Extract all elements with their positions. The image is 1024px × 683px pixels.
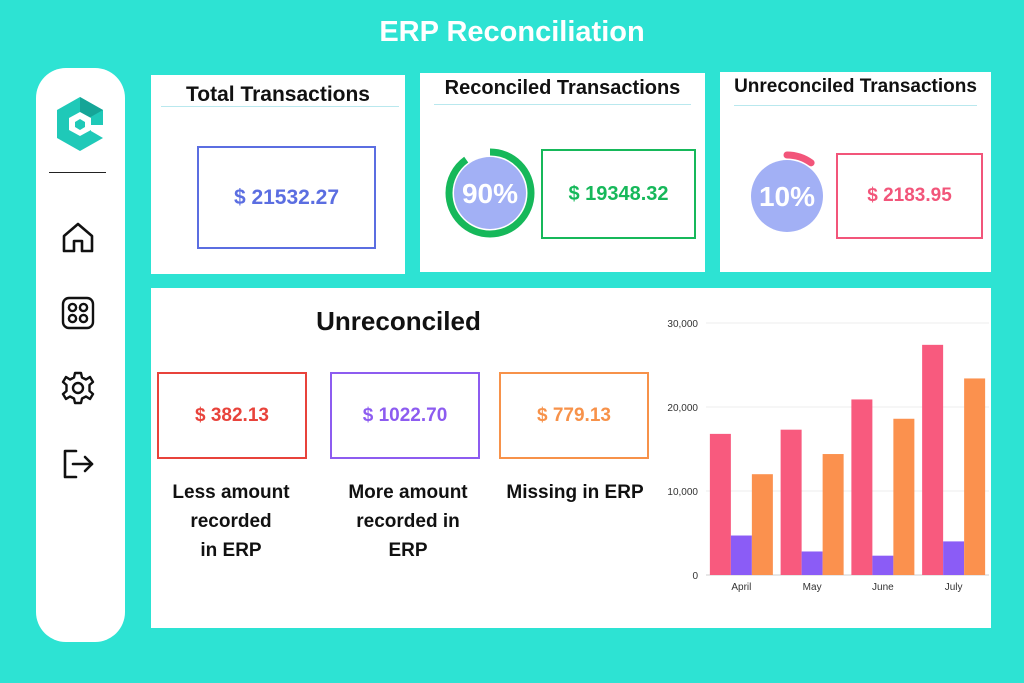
reconciled-transactions-value: $ 19348.32	[541, 149, 696, 239]
gear-icon[interactable]	[60, 370, 96, 406]
sidebar	[36, 68, 125, 642]
x-tick-label: May	[803, 582, 822, 593]
bar-may-2	[822, 454, 844, 575]
unreconciled-transactions-value: $ 2183.95	[836, 153, 983, 239]
missing-in-erp-value: $ 779.13	[499, 372, 649, 459]
title-rule	[161, 106, 399, 107]
missing-in-erp-label: Missing in ERP	[506, 482, 644, 503]
total-transactions-value: $ 21532.27	[197, 146, 376, 249]
bar-may-0	[780, 429, 802, 575]
reconciled-donut: 90%	[445, 148, 535, 238]
reconciled-transactions-card: Reconciled Transactions 90% $ 19348.32	[420, 73, 705, 272]
title-rule	[434, 104, 691, 105]
page-title: ERP Reconciliation	[379, 16, 645, 48]
grid-icon[interactable]	[60, 295, 96, 331]
x-tick-label: June	[872, 582, 894, 593]
bar-july-1	[943, 541, 965, 575]
brand-logo-icon[interactable]	[53, 95, 107, 153]
y-tick-label: 30,000	[667, 319, 698, 330]
total-transactions-card: Total Transactions $ 21532.27	[151, 75, 405, 274]
sidebar-divider	[49, 172, 106, 173]
more-amount-value: $ 1022.70	[330, 372, 480, 459]
unreconciled-breakdown-panel: Unreconciled $ 382.13 $ 1022.70 $ 779.13…	[151, 288, 991, 628]
x-tick-label: April	[731, 582, 751, 593]
unreconciled-transactions-title: Unreconciled Transactions	[734, 76, 977, 97]
bar-april-1	[730, 535, 752, 575]
y-tick-label: 10,000	[667, 487, 698, 498]
more-amount-label: More amount recorded in ERP	[348, 482, 468, 561]
bar-july-2	[964, 378, 986, 575]
unreconciled-bar-chart: 0 10,000 20,000 30,000 April May June July	[667, 319, 989, 593]
bar-july-0	[922, 344, 944, 575]
y-tick-label: 20,000	[667, 403, 698, 414]
reconciled-percent-label: 90%	[462, 178, 518, 209]
bar-april-2	[751, 474, 773, 575]
reconciled-transactions-title: Reconciled Transactions	[444, 77, 681, 99]
logout-icon[interactable]	[60, 446, 96, 482]
title-rule	[734, 105, 977, 106]
bar-may-1	[801, 551, 823, 575]
unreconciled-transactions-card: Unreconciled Transactions 10% $ 2183.95	[720, 72, 991, 272]
breakdown-title: Unreconciled	[316, 306, 481, 336]
x-tick-label: July	[945, 582, 963, 593]
y-tick-label: 0	[692, 571, 698, 582]
unreconciled-percent-label: 10%	[759, 181, 815, 212]
unreconciled-donut: 10%	[744, 151, 832, 240]
bar-june-2	[893, 418, 915, 575]
bar-june-1	[872, 555, 894, 575]
bar-april-0	[709, 433, 731, 575]
less-amount-value: $ 382.13	[157, 372, 307, 459]
bar-june-0	[851, 399, 873, 575]
less-amount-label: Less amount recorded in ERP	[172, 482, 290, 561]
total-transactions-title: Total Transactions	[186, 83, 370, 106]
home-icon[interactable]	[60, 220, 96, 256]
